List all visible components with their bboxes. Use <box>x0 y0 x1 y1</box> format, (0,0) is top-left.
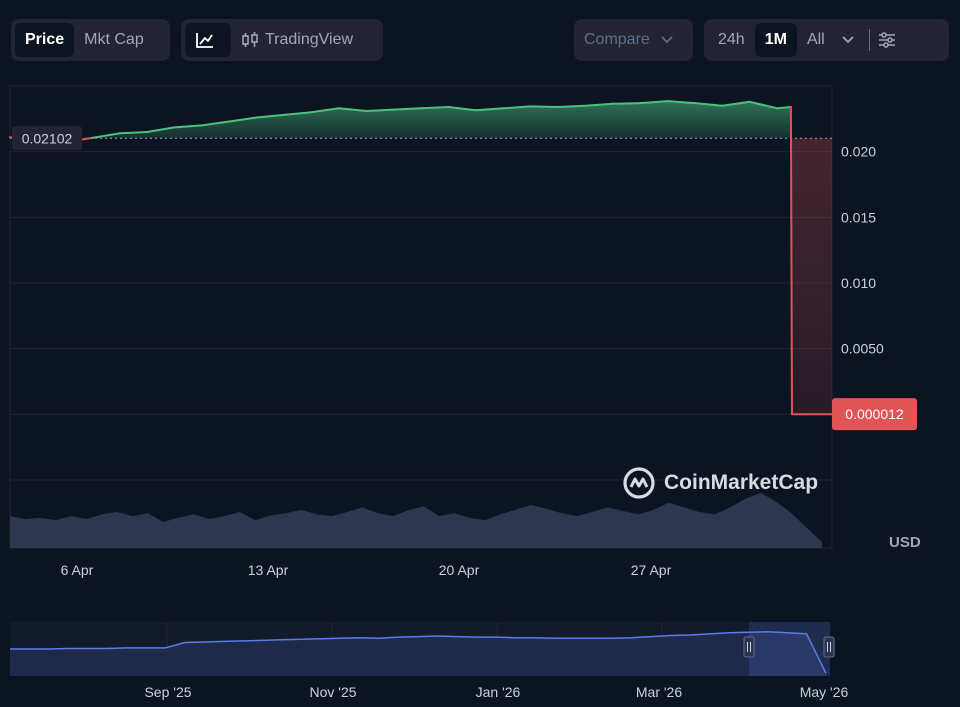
navigator-tick-label: Sep '25 <box>144 684 191 700</box>
current-price-tag <box>832 398 917 431</box>
watermark: CoinMarketCap <box>622 466 818 500</box>
price-line-segment <box>529 105 559 108</box>
range-dropdown-icon[interactable] <box>841 35 855 45</box>
watermark-text: CoinMarketCap <box>664 471 819 494</box>
reference-price-tag <box>12 126 82 151</box>
price-line-segment <box>255 113 285 119</box>
y-tick-label: 0.0050 <box>841 341 884 357</box>
price-line-segment <box>283 111 313 116</box>
price-line-segment <box>666 100 696 105</box>
price-line-segment <box>146 126 176 133</box>
price-line-segment <box>447 106 477 112</box>
range-1m[interactable]: 1M <box>754 23 797 57</box>
price-line-segment <box>557 104 587 108</box>
y-tick-label: 0.020 <box>841 144 876 160</box>
x-tick-label: 27 Apr <box>631 562 672 578</box>
x-tick-label: 13 Apr <box>248 562 289 578</box>
price-line-segment <box>200 120 231 127</box>
price-line-segment <box>91 132 121 139</box>
x-tick-label: 20 Apr <box>439 562 480 578</box>
volume-area-shape <box>10 492 822 548</box>
line-chart-button[interactable] <box>185 23 231 57</box>
compare-label: Compare <box>584 31 650 48</box>
volume-area <box>10 492 822 548</box>
navigator-tick-label: Nov '25 <box>309 684 356 700</box>
chevron-down-icon <box>661 36 673 44</box>
price-line-segment <box>365 108 395 112</box>
y-tick-label: 0.015 <box>841 209 876 225</box>
navigator-selection <box>749 622 830 676</box>
coinmarketcap-logo-icon <box>623 467 655 499</box>
price-line-segment <box>694 102 724 107</box>
price-up-area <box>10 101 791 139</box>
tradingview-label: TradingView <box>265 31 354 48</box>
price-down-area <box>790 107 832 415</box>
axis-ticks: 6 Apr 13 Apr 20 Apr 27 Apr <box>61 562 672 578</box>
price-line-segment <box>337 107 368 112</box>
price-line-segment <box>611 102 642 105</box>
toolbar-divider <box>868 29 870 51</box>
line-chart-icon <box>196 33 213 48</box>
price-line-segment <box>118 131 148 135</box>
chart-type-toggle: TradingView <box>181 19 383 61</box>
price-line-segment <box>748 100 779 110</box>
range-all[interactable]: All <box>806 31 825 48</box>
price-line-segment <box>173 124 203 129</box>
price-line-segment <box>310 107 340 114</box>
navigator-tick-label: May '26 <box>800 684 849 700</box>
price-line-segment <box>474 107 505 112</box>
price-series: 0.02102 0.000012 <box>9 100 917 431</box>
range-24h[interactable]: 24h <box>718 31 745 48</box>
navigator-handle[interactable] <box>823 636 835 658</box>
price-line-segment <box>502 105 532 110</box>
price-line-segment <box>228 116 258 123</box>
tab-mkt-cap[interactable]: Mkt Cap <box>84 31 144 48</box>
compare-dropdown[interactable]: Compare <box>574 19 693 61</box>
y-tick-label: 0.010 <box>841 275 876 291</box>
time-range-toggle: 24h 1M All <box>704 19 949 61</box>
price-line-segment <box>639 100 669 105</box>
sliders-icon[interactable] <box>878 32 896 48</box>
currency-label: USD <box>889 534 921 551</box>
candlestick-icon <box>242 32 258 47</box>
price-line-segment <box>789 106 793 416</box>
price-line-segment <box>584 102 614 107</box>
price-line-segment <box>392 107 422 111</box>
price-line-segment <box>420 106 450 110</box>
navigator-line <box>10 630 827 674</box>
navigator-tick-label: Jan '26 <box>476 684 521 700</box>
tab-price[interactable]: Price <box>15 23 75 57</box>
navigator-area <box>10 631 826 676</box>
price-line-segment <box>721 100 751 107</box>
tradingview-button[interactable]: TradingView <box>231 23 363 57</box>
reference-price-label: 0.02102 <box>22 130 73 146</box>
navigator-handle[interactable] <box>743 636 755 658</box>
metric-toggle: Price Mkt Cap <box>11 19 170 61</box>
current-price-label: 0.000012 <box>845 406 904 422</box>
price-line-segment <box>776 106 792 110</box>
navigator: Sep '25 Nov '25 Jan '26 Mar '26 May '26 <box>10 622 849 700</box>
x-tick-label: 6 Apr <box>61 562 94 578</box>
navigator-tick-label: Mar '26 <box>636 684 682 700</box>
